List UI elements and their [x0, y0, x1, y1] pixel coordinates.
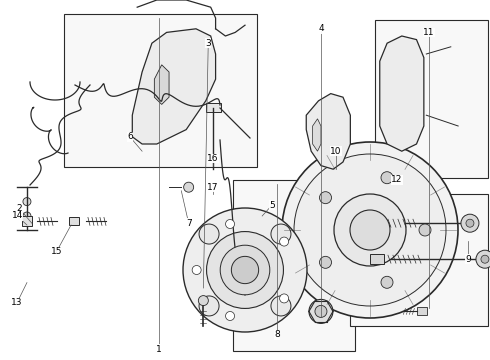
Text: 16: 16	[207, 154, 219, 163]
Bar	[206, 103, 220, 112]
Text: 2: 2	[17, 204, 23, 213]
Text: 15: 15	[50, 247, 62, 256]
Circle shape	[381, 276, 393, 288]
Text: 8: 8	[274, 330, 280, 339]
Circle shape	[481, 255, 489, 263]
Bar	[64, 14, 257, 167]
Text: 5: 5	[269, 201, 275, 210]
Circle shape	[282, 142, 458, 318]
Text: 3: 3	[205, 39, 211, 48]
Circle shape	[309, 300, 333, 323]
Text: 9: 9	[465, 255, 471, 264]
Circle shape	[220, 245, 270, 295]
Circle shape	[184, 182, 194, 192]
Polygon shape	[306, 94, 350, 169]
Text: 17: 17	[207, 183, 219, 192]
Bar	[370, 218, 384, 228]
Text: 13: 13	[11, 298, 23, 307]
Circle shape	[319, 192, 332, 204]
Circle shape	[315, 305, 327, 318]
Circle shape	[199, 224, 219, 244]
Bar	[417, 307, 427, 315]
Circle shape	[419, 224, 431, 236]
Circle shape	[334, 194, 406, 266]
Bar	[375, 20, 488, 178]
Circle shape	[294, 154, 446, 306]
Text: 14: 14	[11, 211, 23, 220]
Circle shape	[381, 172, 393, 184]
Circle shape	[225, 220, 235, 229]
Text: 7: 7	[186, 219, 192, 228]
Text: 10: 10	[330, 147, 342, 156]
Circle shape	[271, 224, 291, 244]
Bar	[233, 180, 355, 351]
Circle shape	[319, 256, 332, 268]
Circle shape	[350, 210, 390, 250]
Circle shape	[198, 296, 208, 306]
Circle shape	[476, 250, 490, 268]
Text: 11: 11	[423, 28, 435, 37]
Circle shape	[231, 256, 259, 284]
Text: 1: 1	[156, 345, 162, 354]
Text: 12: 12	[391, 175, 403, 184]
Polygon shape	[313, 119, 321, 151]
Bar	[22, 216, 32, 226]
Circle shape	[23, 212, 31, 220]
Circle shape	[280, 237, 289, 246]
Circle shape	[207, 231, 283, 309]
Circle shape	[183, 208, 307, 332]
Bar	[370, 254, 384, 264]
Circle shape	[225, 311, 235, 320]
Circle shape	[280, 294, 289, 303]
Circle shape	[192, 266, 201, 274]
Polygon shape	[132, 29, 216, 144]
Text: 4: 4	[318, 24, 324, 33]
Circle shape	[23, 198, 31, 206]
Bar	[350, 194, 488, 326]
Polygon shape	[380, 36, 424, 151]
Circle shape	[199, 296, 219, 316]
Circle shape	[271, 296, 291, 316]
Text: 6: 6	[127, 132, 133, 141]
Circle shape	[461, 214, 479, 232]
Bar	[69, 217, 79, 225]
Circle shape	[466, 219, 474, 227]
Polygon shape	[154, 65, 169, 104]
